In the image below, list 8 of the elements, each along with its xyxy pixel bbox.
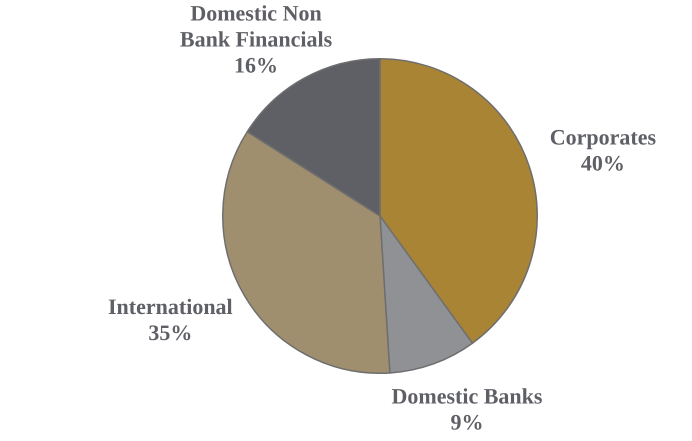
data-label: 9% [450,410,484,435]
slice-label: Corporates [550,124,657,150]
data-label: 35% [148,320,192,346]
slice-label: Domestic Non Bank Financials [180,0,333,52]
data-label: 16% [234,52,278,78]
slice-label: Domestic Banks [391,384,543,409]
data-label: 40% [580,150,625,176]
slice-label: International [108,294,233,320]
